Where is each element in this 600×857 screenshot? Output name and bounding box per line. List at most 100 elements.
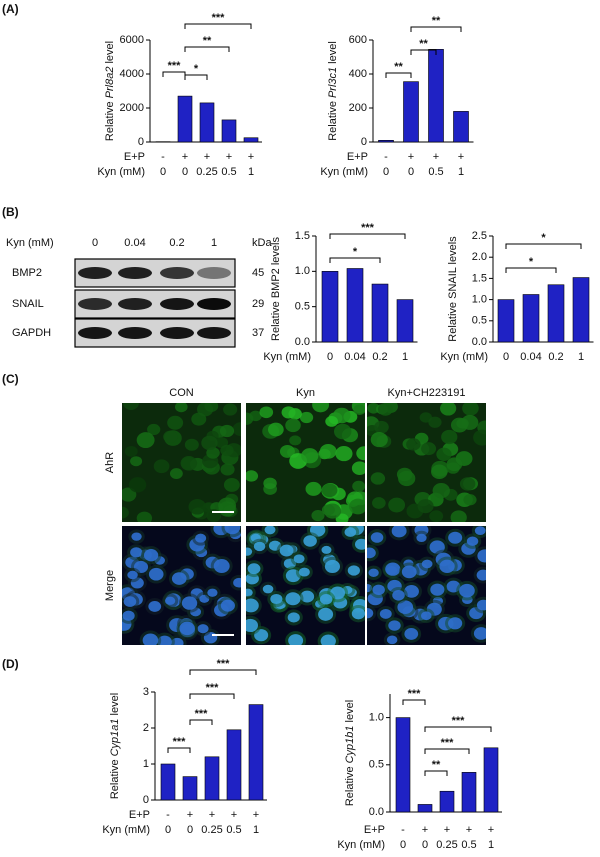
- nucleus: [476, 599, 486, 611]
- nucleus: [122, 610, 135, 621]
- x-tick-label: 0.25: [201, 824, 222, 836]
- blot-unit: kDa: [252, 237, 272, 249]
- bar: [177, 95, 193, 143]
- protein-kda: 45: [252, 267, 264, 279]
- nucleus: [246, 618, 259, 633]
- nucleus: [287, 612, 300, 623]
- nucleus: [246, 598, 259, 613]
- blot-band: [160, 327, 194, 339]
- row-label: Kyn (mM): [97, 166, 145, 178]
- nucleus: [372, 584, 385, 596]
- y-label-part: level: [344, 700, 356, 723]
- row-title: Merge: [104, 570, 116, 601]
- ep-sign: +: [458, 151, 464, 163]
- nucleus: [416, 533, 427, 543]
- x-tick-label: 0: [327, 351, 333, 363]
- ep-sign: +: [253, 809, 259, 821]
- cell: [206, 447, 220, 459]
- cell: [311, 509, 325, 522]
- cell: [169, 468, 183, 479]
- nucleus: [420, 611, 432, 621]
- row-title: AhR: [104, 452, 116, 473]
- cell: [299, 411, 314, 424]
- y-axis-label: Relative SNAIL levels: [447, 236, 459, 342]
- significance-label: *: [194, 63, 199, 75]
- nucleus: [421, 559, 433, 569]
- nucleus: [157, 635, 172, 645]
- cell: [136, 432, 155, 449]
- y-tick-label: 1.5: [472, 272, 487, 284]
- nucleus: [246, 588, 253, 597]
- cell: [417, 499, 434, 514]
- y-tick-label: 0: [143, 794, 149, 806]
- significance-bracket: [505, 243, 582, 249]
- y-label-part: Relative: [109, 759, 121, 799]
- nucleus: [466, 536, 479, 546]
- nucleus: [386, 635, 398, 645]
- nucleus: [367, 547, 376, 559]
- cell: [334, 423, 352, 440]
- significance-label: **: [432, 15, 441, 27]
- cell: [325, 416, 339, 427]
- significance-bracket: [385, 72, 412, 78]
- x-tick-label: 0: [182, 166, 188, 178]
- y-tick-label: 0: [138, 136, 144, 148]
- cell: [388, 497, 406, 513]
- significance-bracket: [184, 23, 252, 29]
- bar: [204, 756, 220, 801]
- x-tick-label: 0.5: [226, 824, 241, 836]
- protein-name: SNAIL: [12, 298, 44, 310]
- blot-band: [160, 267, 194, 279]
- bar: [417, 804, 433, 813]
- nucleus: [391, 526, 407, 538]
- y-tick-label: 0.5: [472, 315, 487, 327]
- significance-bracket: [189, 669, 257, 675]
- nucleus: [181, 596, 198, 610]
- y-label-gene: Prl3c1: [327, 67, 339, 98]
- cell: [136, 511, 153, 522]
- significance-label: ***: [441, 737, 455, 749]
- blot-band: [78, 298, 112, 310]
- lane-label: 0.2: [169, 237, 184, 249]
- blot-band: [197, 267, 231, 279]
- cell: [352, 480, 365, 492]
- y-tick-label: 0: [361, 136, 367, 148]
- significance-label: ***: [361, 222, 375, 234]
- significance-bracket: [184, 46, 230, 52]
- x-tick-label: 0: [165, 824, 171, 836]
- y-tick-label: 400: [349, 68, 367, 80]
- y-tick-label: 2.5: [472, 230, 487, 242]
- panel-label: (C): [2, 372, 19, 386]
- significance-label: **: [394, 61, 403, 73]
- cell: [319, 444, 337, 459]
- significance-bracket: [189, 719, 213, 725]
- nucleus: [142, 633, 159, 645]
- ep-sign: +: [248, 151, 254, 163]
- nucleus: [127, 570, 138, 580]
- x-tick-label: 1: [253, 824, 259, 836]
- cell: [263, 477, 277, 490]
- protein-kda: 37: [252, 327, 264, 339]
- blot-band: [118, 267, 152, 279]
- y-label-part: Relative: [104, 101, 116, 141]
- cell: [321, 483, 338, 498]
- cell: [285, 418, 301, 433]
- bar: [321, 271, 339, 343]
- cell: [153, 459, 170, 474]
- nucleus: [320, 634, 336, 645]
- significance-bracket: [189, 693, 235, 699]
- cell: [191, 412, 207, 426]
- bar: [199, 102, 215, 143]
- y-label-part: level: [327, 41, 339, 64]
- nucleus: [392, 590, 405, 601]
- blot-band: [78, 327, 112, 339]
- cell: [436, 447, 452, 461]
- cell: [450, 510, 467, 522]
- significance-label: *: [541, 232, 546, 244]
- x-tick-label: 0.25: [196, 166, 217, 178]
- nucleus: [368, 568, 379, 577]
- micrograph: [367, 403, 486, 522]
- cell: [180, 456, 198, 471]
- ep-sign: -: [384, 151, 388, 163]
- nucleus: [207, 588, 218, 597]
